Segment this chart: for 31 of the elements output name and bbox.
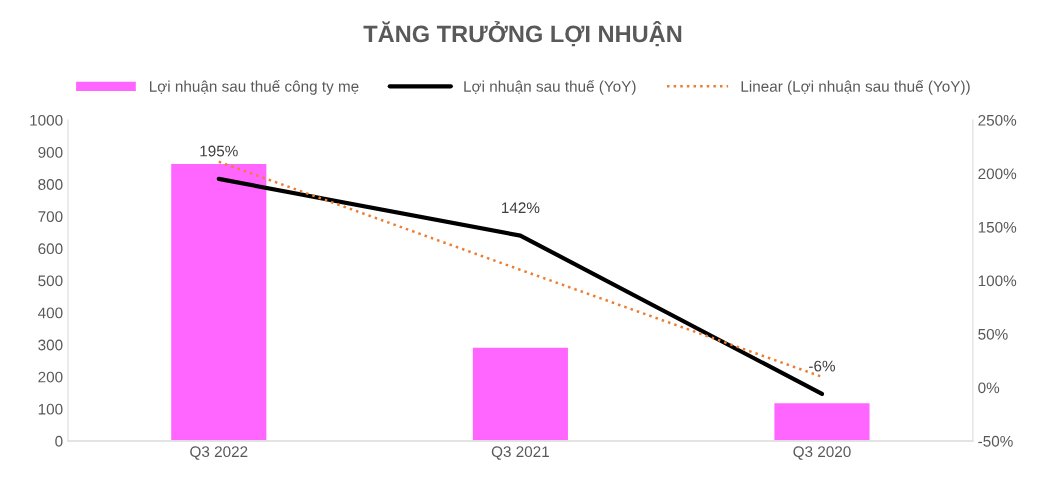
x-tick-label: Q3 2021	[491, 446, 549, 460]
y2-tick-label: 150%	[978, 221, 1017, 233]
y-tick-label: 700	[38, 211, 63, 223]
x-tick-label: Q3 2020	[793, 446, 851, 460]
y-tick-label: 400	[37, 307, 63, 319]
legend-label: Linear (Lợi nhuận sau thuế (YoY))	[741, 79, 970, 95]
bar	[471, 346, 570, 441]
data-label: -6%	[809, 360, 836, 372]
x-tick-label: Q3 2022	[190, 446, 248, 460]
y-tick-label: 300	[38, 339, 63, 351]
data-label: 142%	[502, 202, 540, 214]
y-tick-label: 100	[38, 403, 63, 415]
chart-title: TĂNG TRƯỞNG LỢI NHUẬN	[363, 20, 682, 47]
y2-tick-label: 250%	[978, 114, 1017, 126]
y-tick-label: 1000	[30, 114, 63, 126]
y2-tick-label: 200%	[978, 168, 1017, 180]
bar	[773, 401, 871, 441]
y2-tick-label: 0%	[978, 382, 1000, 394]
y-tick-label: 200	[38, 371, 63, 383]
legend-label: Lợi nhuận sau thuế công ty mẹ	[149, 79, 359, 95]
y-tick-label: 500	[38, 275, 63, 287]
y2-tick-label: 100%	[978, 275, 1017, 287]
data-label: 195%	[200, 145, 238, 157]
y-tick-label: 600	[38, 243, 63, 255]
bar	[169, 162, 268, 441]
y-tick-label: 0	[55, 435, 63, 447]
y-tick-label: 800	[38, 179, 63, 190]
y2-tick-label: -50%	[978, 435, 1013, 447]
y2-tick-label: 50%	[978, 328, 1008, 340]
y-tick-label: 900	[38, 147, 63, 158]
legend-label: Lợi nhuận sau thuế (YoY)	[464, 79, 636, 95]
